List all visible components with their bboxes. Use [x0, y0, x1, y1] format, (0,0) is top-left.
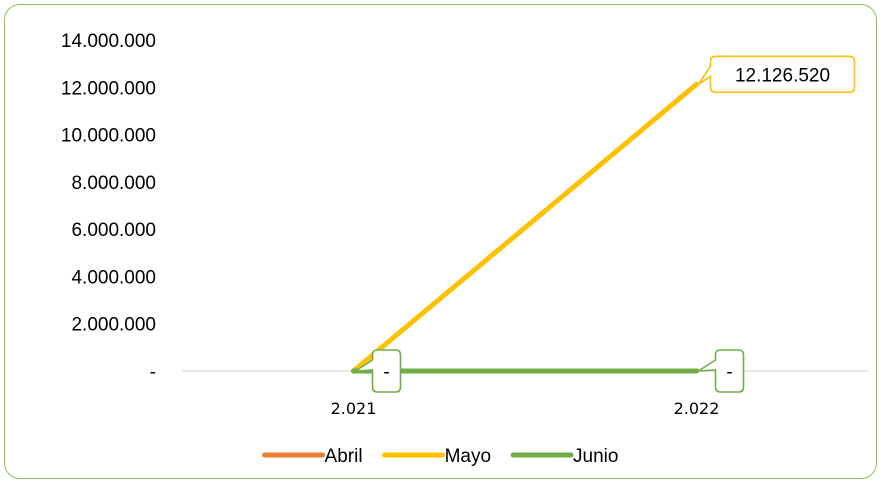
y-tick-label: 14.000.000	[61, 31, 156, 52]
data-label-text: 12.126.520	[735, 65, 830, 86]
x-tick-label: 2.021	[331, 399, 377, 418]
y-tick-label: 4.000.000	[71, 267, 156, 288]
x-axis: 2.021 2.022	[182, 370, 868, 418]
data-label-callout	[352, 349, 402, 393]
data-label-callout	[695, 349, 745, 393]
legend-item-junio: Junio	[510, 446, 618, 467]
data-labels: 12.126.520 - -	[352, 55, 856, 393]
series-lines	[351, 81, 699, 374]
legend: Abril Mayo Junio	[262, 446, 618, 467]
data-label: -	[695, 349, 745, 393]
data-label-text: -	[726, 362, 732, 383]
y-tick-label: 2.000.000	[71, 315, 156, 336]
legend-item-mayo: Mayo	[382, 446, 491, 467]
x-tick-label: 2.022	[674, 399, 720, 418]
y-tick-label: 10.000.000	[61, 126, 156, 147]
legend-label: Junio	[573, 446, 618, 467]
y-tick-label: 6.000.000	[71, 220, 156, 241]
data-label-callout	[697, 55, 856, 94]
legend-label: Mayo	[445, 446, 491, 467]
y-tick-label: -	[150, 362, 156, 383]
series-line-mayo	[351, 81, 699, 374]
data-label: -	[352, 349, 402, 393]
y-tick-label: 12.000.000	[61, 78, 156, 99]
data-label-text: -	[383, 362, 389, 383]
data-label: 12.126.520	[697, 55, 856, 94]
y-axis: - 2.000.000 4.000.000 6.000.000 8.000.000 10.…	[61, 31, 156, 383]
legend-item-abril: Abril	[262, 446, 363, 467]
legend-label: Abril	[325, 446, 363, 467]
y-tick-label: 8.000.000	[71, 173, 156, 194]
